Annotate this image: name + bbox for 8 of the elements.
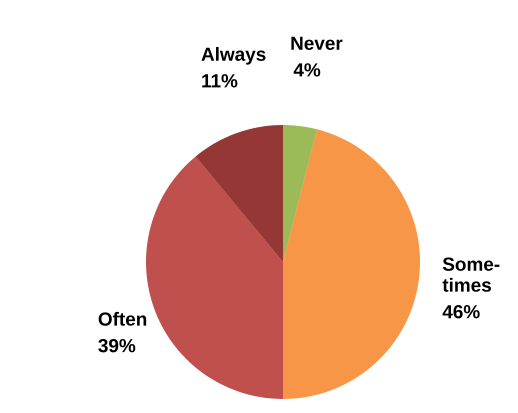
data-label: 39% (98, 338, 136, 352)
slice-label: Some-times (442, 257, 500, 292)
slice-label: Never (291, 36, 342, 50)
data-label: 4% (294, 63, 320, 77)
data-label: 46% (442, 305, 480, 318)
slice-label: Always (202, 46, 266, 65)
data-label: 11% (202, 74, 238, 88)
slice-label: Often (98, 312, 146, 326)
